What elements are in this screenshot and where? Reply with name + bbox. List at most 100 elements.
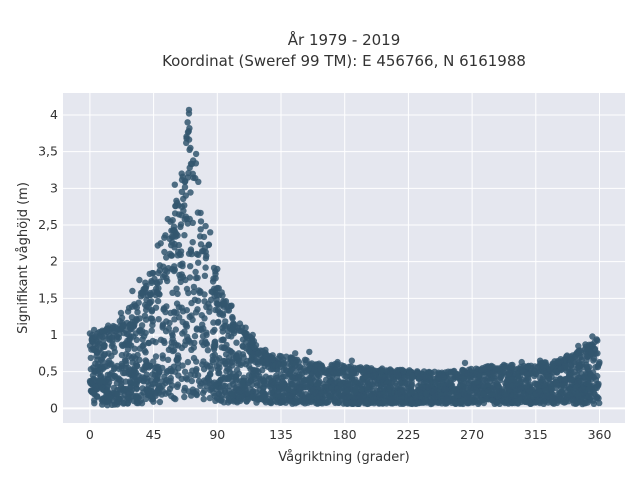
scatter-point-outlier [117,309,125,317]
scatter-point [148,279,155,286]
scatter-point [532,390,539,398]
scatter-point [379,373,387,380]
scatter-point [344,386,352,394]
scatter-point [178,188,186,195]
scatter-point [525,398,533,405]
scatter-point [126,378,134,385]
scatter-point [222,351,230,358]
scatter-point [136,315,143,322]
scatter-point [256,373,263,380]
scatter-point [195,178,202,185]
scatter-point [553,379,560,386]
scatter-point [578,378,585,385]
scatter-point [440,373,447,380]
scatter-point [136,356,143,364]
scatter-point-outlier [221,298,228,306]
scatter-point [222,322,229,329]
scatter-point [273,374,280,382]
scatter-point [205,241,213,248]
scatter-point [150,358,157,365]
scatter-point [292,362,299,369]
scatter-point-outlier [185,110,193,117]
scatter-point [432,379,439,387]
scatter-point [469,369,476,377]
scatter-point [189,389,196,396]
x-tick-label: 0 [86,427,94,442]
scatter-point [526,387,533,395]
scatter-point [409,388,416,396]
scatter-point [269,378,276,386]
scatter-point [233,366,241,374]
scatter-point [582,399,589,407]
scatter-point [179,362,186,369]
scatter-point [590,389,597,396]
scatter-point-outlier [228,302,235,309]
scatter-point [118,325,125,333]
scatter-point [501,399,509,407]
scatter-point [193,325,201,332]
scatter-point [269,352,276,359]
scatter-point [136,376,143,384]
scatter-point [279,378,286,385]
scatter-point [149,318,157,325]
x-tick-label: 135 [269,427,293,442]
scatter-point [170,267,178,275]
scatter-point [239,381,246,388]
x-tick-labels: 0 45 90 135 180 225 270 315 360 [86,427,612,442]
scatter-point [125,364,132,372]
scatter-point-outlier [171,181,178,188]
scatter-point [159,388,167,395]
scatter-point [186,164,193,171]
scatter-point [472,387,480,394]
scatter-point [184,129,192,136]
scatter-point [181,184,189,191]
scatter-point [369,381,376,388]
scatter-point [161,339,168,346]
scatter-point [155,382,162,389]
scatter-point [235,327,243,334]
scatter-point [159,355,167,362]
scatter-point [369,388,377,395]
scatter-point [200,358,207,365]
scatter-point [101,342,108,349]
scatter-point [525,376,532,384]
scatter-point [302,367,310,374]
scatter-point [252,358,259,366]
scatter-point-outlier [292,350,299,357]
scatter-point [101,351,109,358]
scatter-point [595,395,602,402]
scatter-point [252,367,260,374]
scatter-point [181,328,188,335]
scatter-point [595,380,602,388]
scatter-point-outlier [593,336,600,343]
scatter-point [342,399,350,407]
scatter-point [495,393,502,400]
scatter-point [545,399,552,406]
scatter-point [99,401,106,408]
scatter-point [142,316,150,323]
scatter-point [184,358,192,366]
scatter-point [202,255,210,262]
scatter-point [534,396,542,404]
scatter-point-outlier [90,326,98,334]
scatter-point [253,389,260,396]
scatter-point-outlier [461,359,469,367]
scatter-point [428,369,435,377]
scatter-point [169,217,176,224]
scatter-point [139,291,146,299]
scatter-point [394,390,402,397]
scatter-point [362,399,369,406]
scatter-point [566,386,574,393]
scatter-point [443,396,451,404]
scatter-point [219,328,226,335]
scatter-point [587,349,595,357]
scatter-point [119,342,126,350]
scatter-point [585,392,592,400]
scatter-point [447,368,454,375]
scatter-point [173,356,180,364]
scatter-point [531,367,538,375]
scatter-point [494,367,501,374]
y-axis-label: Signifikant våghöjd (m) [16,182,31,334]
scatter-point [328,361,335,369]
scatter-point [169,239,176,246]
